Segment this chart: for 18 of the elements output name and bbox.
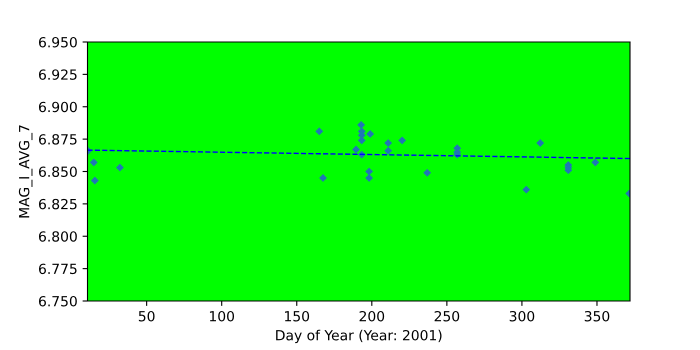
x-tick-label: 150 (285, 310, 310, 322)
x-tick-label: 200 (360, 310, 384, 322)
y-tick-label: 6.800 (38, 231, 77, 242)
y-tick-label: 6.900 (38, 102, 77, 112)
y-tick-label: 6.825 (38, 198, 77, 210)
y-axis-title: MAG_I_AVG_7 (18, 125, 32, 218)
y-tick-label: 6.775 (38, 264, 77, 274)
y-tick-label: 6.875 (38, 134, 77, 145)
x-tick-label: 50 (138, 310, 155, 322)
x-tick-label: 350 (584, 310, 610, 322)
y-tick-label: 6.925 (38, 69, 77, 80)
y-tick-label: 6.750 (38, 296, 77, 306)
x-tick-label: 300 (510, 310, 534, 322)
x-axis-title: Day of Year (Year: 2001) (276, 330, 442, 344)
x-tick-label: 100 (210, 310, 234, 322)
y-tick-label: 6.950 (38, 36, 77, 48)
y-tick-label: 6.850 (38, 166, 77, 177)
x-tick-label: 250 (434, 310, 460, 322)
